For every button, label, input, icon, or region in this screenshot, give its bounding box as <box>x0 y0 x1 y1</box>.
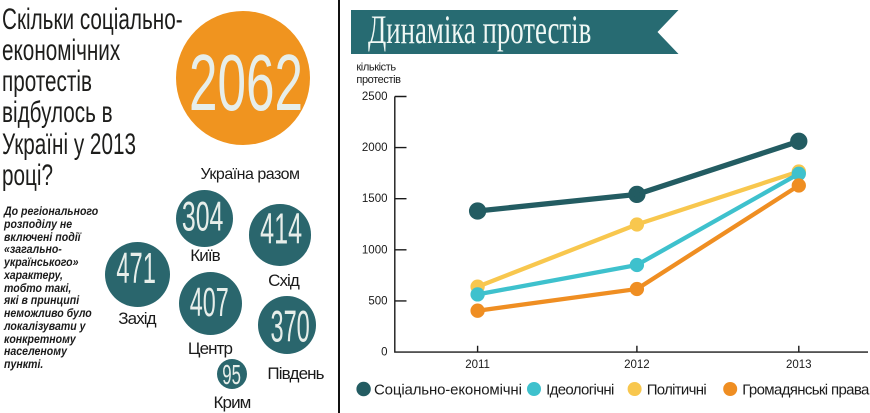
svg-text:2000: 2000 <box>362 142 388 154</box>
svg-text:1500: 1500 <box>362 193 388 205</box>
svg-text:2500: 2500 <box>362 91 388 103</box>
svg-text:1000: 1000 <box>362 244 388 256</box>
svg-text:кількість: кількість <box>356 62 396 74</box>
svg-text:500: 500 <box>368 295 387 307</box>
svg-text:2013: 2013 <box>786 359 812 371</box>
svg-text:Соціально-економічні: Соціально-економічні <box>374 382 522 399</box>
svg-text:Ідеологічні: Ідеологічні <box>546 382 614 399</box>
svg-text:2012: 2012 <box>624 359 650 371</box>
svg-text:0: 0 <box>381 347 387 359</box>
svg-text:Громадянські права: Громадянські права <box>742 382 870 399</box>
svg-text:протестів: протестів <box>356 74 401 86</box>
svg-text:Політичні: Політичні <box>647 382 707 399</box>
svg-text:2011: 2011 <box>465 359 490 371</box>
